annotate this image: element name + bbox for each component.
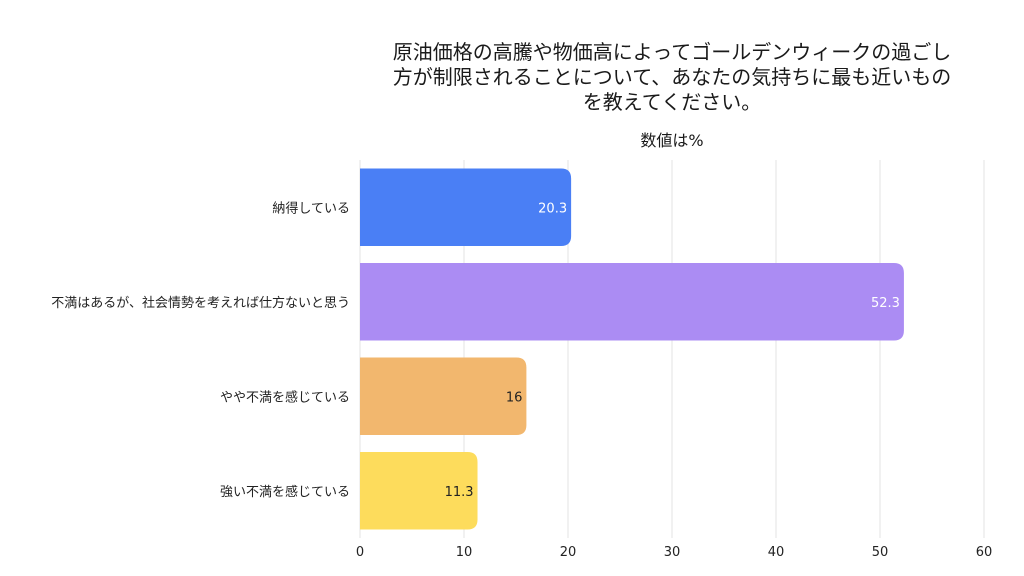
x-tick-label: 0 <box>356 545 364 560</box>
category-label: 強い不満を感じている <box>220 484 350 500</box>
x-tick-label: 30 <box>664 545 681 560</box>
category-label: やや不満を感じている <box>220 389 350 405</box>
category-label: 不満はあるが、社会情勢を考えれば仕方ないと思う <box>51 295 350 311</box>
bar <box>360 357 527 435</box>
bar <box>360 263 904 341</box>
category-label: 納得している <box>272 200 350 216</box>
data-label: 52.3 <box>871 296 900 311</box>
x-tick-label: 20 <box>560 545 577 560</box>
chart-title-line-3: を教えてください。 <box>582 90 762 114</box>
x-tick-label: 10 <box>456 545 473 560</box>
chart-title-line-1: 原油価格の高騰や物価高によってゴールデンウィークの過ごし <box>392 40 952 64</box>
bar <box>360 452 478 530</box>
chart-title: 原油価格の高騰や物価高によってゴールデンウィークの過ごし 方が制限されることにつ… <box>352 40 992 115</box>
chart-title-line-2: 方が制限されることについて、あなたの気持ちに最も近いもの <box>392 65 952 89</box>
data-label: 16 <box>506 390 523 405</box>
x-tick-label: 60 <box>976 545 993 560</box>
x-tick-labels: 0 10 20 30 40 50 60 <box>356 545 992 560</box>
bar <box>360 168 572 246</box>
data-label: 20.3 <box>538 201 567 216</box>
bars: 20.3 52.3 16 11.3 <box>360 168 904 530</box>
category-labels: 納得している不満はあるが、社会情勢を考えれば仕方ないと思うやや不満を感じている強… <box>51 200 350 500</box>
data-label: 11.3 <box>445 485 474 500</box>
x-tick-label: 50 <box>872 545 889 560</box>
chart-subtitle: 数値は% <box>640 131 704 150</box>
x-tick-label: 40 <box>768 545 785 560</box>
